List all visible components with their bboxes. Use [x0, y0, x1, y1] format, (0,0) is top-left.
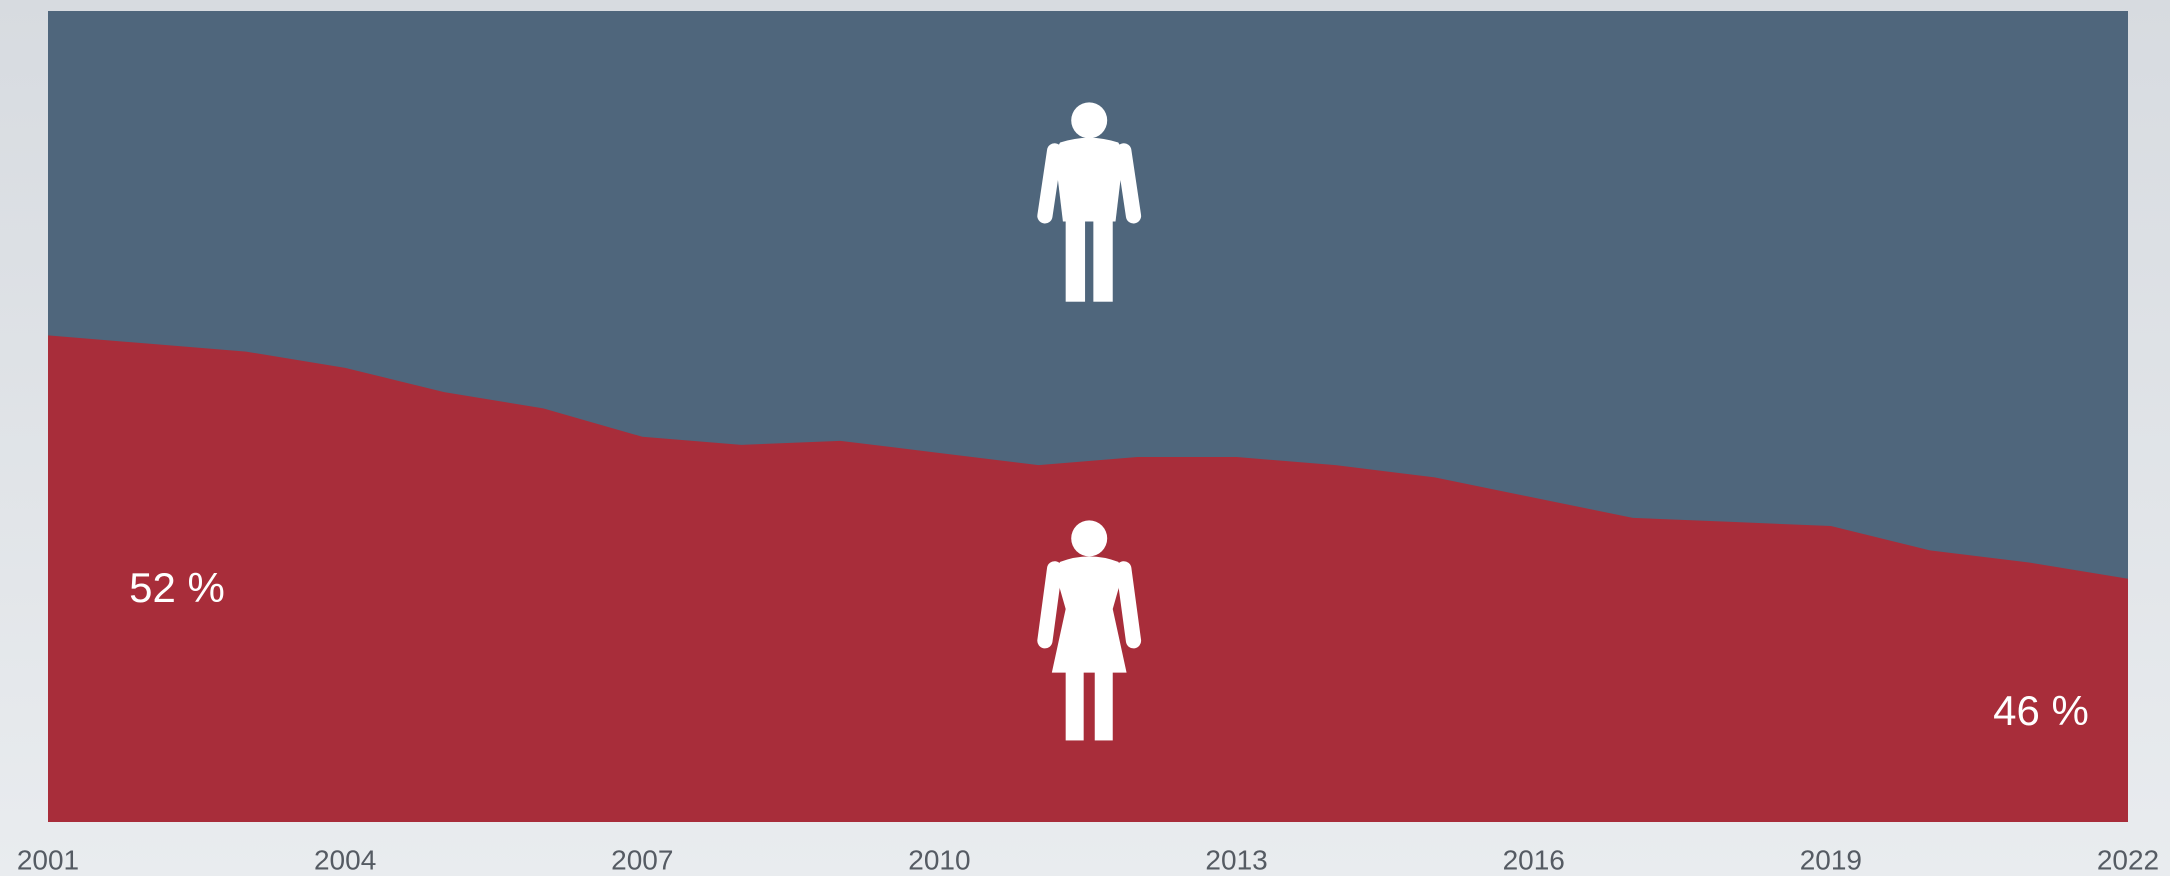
- x-tick-label: 2019: [1800, 844, 1862, 875]
- x-tick-label: 2001: [17, 844, 79, 875]
- woman-icon: [1037, 520, 1142, 741]
- x-tick-label: 2022: [2097, 844, 2159, 875]
- x-tick-label: 2016: [1503, 844, 1565, 875]
- x-tick-label: 2010: [908, 844, 970, 875]
- x-tick-label: 2007: [611, 844, 673, 875]
- value-label: 52 %: [129, 564, 225, 611]
- icons: [1037, 102, 1142, 741]
- value-label: 46 %: [1993, 687, 2089, 734]
- x-tick-label: 2013: [1205, 844, 1267, 875]
- man-icon: [1037, 102, 1142, 302]
- x-tick-label: 2004: [314, 844, 376, 875]
